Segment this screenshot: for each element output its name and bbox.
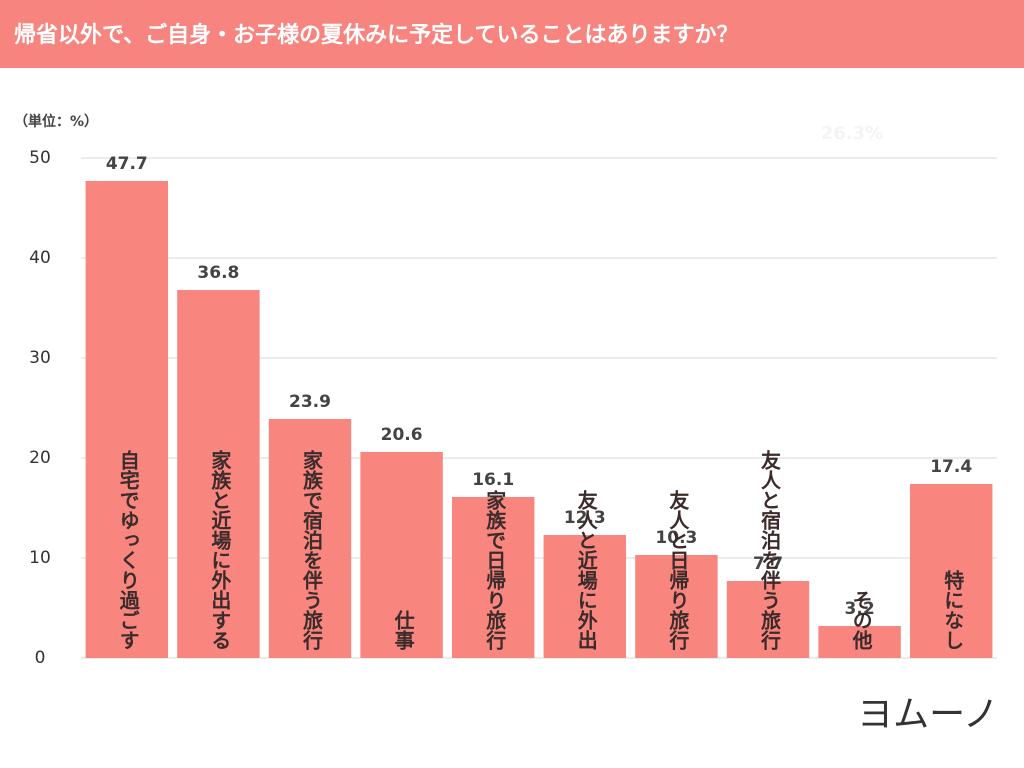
bar [726, 581, 810, 658]
y-tick-label: 10 [29, 548, 51, 568]
value-label: 23.9 [289, 392, 331, 412]
title-bar [0, 0, 1024, 68]
category-label: 自宅でゆっくり過ごす [116, 449, 140, 650]
y-axis-label: （単位：%） [14, 113, 98, 130]
value-label: 36.8 [197, 263, 239, 283]
value-label: 20.6 [381, 425, 423, 445]
bar [635, 555, 718, 658]
brand-logo: ヨムーノ [857, 694, 999, 735]
category-label: 仕事 [391, 609, 415, 651]
category-label: 家族で日帰り旅行 [483, 489, 507, 650]
y-tick-label: 0 [35, 648, 46, 668]
y-tick-label: 20 [29, 448, 51, 468]
bar [818, 626, 901, 658]
value-label: 16.1 [472, 470, 514, 490]
category-label: その他 [849, 590, 873, 650]
y-tick-label: 30 [29, 348, 51, 368]
category-label: 家族で宿泊を伴う旅行 [300, 449, 324, 650]
category-label: 特になし [941, 569, 965, 650]
chart-title: 帰省以外で、ご自身・お子様の夏休みに予定していることはありますか？ [14, 22, 738, 48]
bar [360, 452, 443, 658]
y-tick-label: 50 [29, 148, 51, 168]
value-label: 17.4 [930, 457, 972, 477]
value-label: 3.2 [845, 599, 875, 619]
value-label: 10.3 [655, 528, 697, 548]
bar [909, 484, 993, 658]
bar [543, 535, 627, 658]
value-label: 12.3 [564, 508, 606, 528]
bar [268, 419, 352, 658]
category-label: 家族と近場に外出する [208, 449, 232, 650]
category-label: 友人と日帰り旅行 [666, 489, 690, 650]
bar [177, 290, 260, 658]
bar [451, 497, 535, 658]
value-label: 47.7 [106, 154, 148, 174]
value-label: 7.7 [753, 554, 783, 574]
annotation: 26.3% [821, 123, 883, 144]
y-tick-label: 40 [29, 248, 51, 268]
category-label: 友人と宿泊を伴う旅行 [758, 449, 782, 650]
bar [85, 181, 169, 658]
category-label: 友人と近場に外出 [574, 489, 598, 651]
